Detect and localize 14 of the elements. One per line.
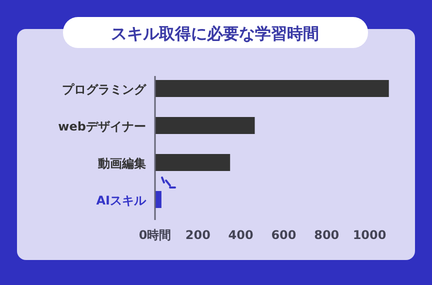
x-tick-label: 800 xyxy=(314,228,340,242)
bar xyxy=(155,117,255,134)
x-tick-label: 400 xyxy=(228,228,254,242)
y-tick-label: プログラミング xyxy=(62,82,147,96)
y-tick-label: AIスキル xyxy=(96,194,147,208)
x-tick-label: 600 xyxy=(271,228,296,242)
x-tick-label: 0時間 xyxy=(138,228,172,242)
bar xyxy=(155,154,230,171)
x-tick-label: 1000 xyxy=(352,228,386,242)
bar xyxy=(155,80,389,97)
y-tick-label: 動画編集 xyxy=(97,156,146,170)
chart-title: スキル取得に必要な学習時間 xyxy=(111,24,319,43)
y-tick-label: webデザイナー xyxy=(58,120,146,134)
x-tick-label: 200 xyxy=(185,228,210,242)
